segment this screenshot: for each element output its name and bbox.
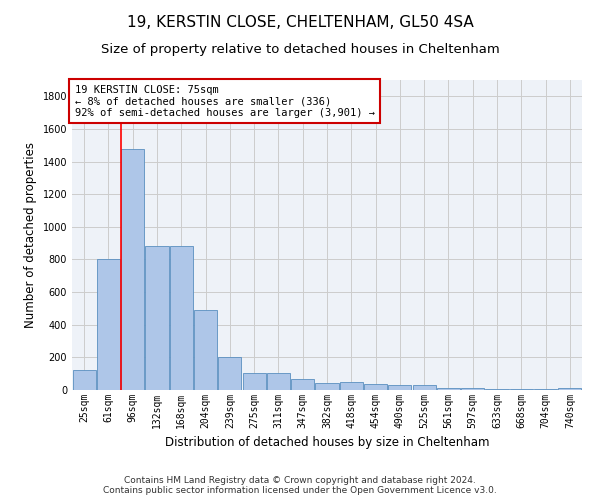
Bar [194,310,217,390]
Bar [413,386,436,390]
Bar [316,382,338,390]
Bar [145,246,169,390]
Text: Size of property relative to detached houses in Cheltenham: Size of property relative to detached ho… [101,42,499,56]
Bar [73,370,95,390]
Bar [340,382,363,390]
Bar [97,260,120,390]
Bar [559,388,581,390]
Bar [510,388,533,390]
Bar [461,388,484,390]
Bar [388,385,412,390]
Text: 19 KERSTIN CLOSE: 75sqm
← 8% of detached houses are smaller (336)
92% of semi-de: 19 KERSTIN CLOSE: 75sqm ← 8% of detached… [74,84,374,118]
Bar [121,148,144,390]
Bar [170,246,193,390]
Bar [437,388,460,390]
Bar [218,356,241,390]
Bar [291,380,314,390]
Bar [485,388,509,390]
Y-axis label: Number of detached properties: Number of detached properties [24,142,37,328]
Bar [267,373,290,390]
Text: 19, KERSTIN CLOSE, CHELTENHAM, GL50 4SA: 19, KERSTIN CLOSE, CHELTENHAM, GL50 4SA [127,15,473,30]
Bar [364,384,387,390]
Bar [242,373,266,390]
X-axis label: Distribution of detached houses by size in Cheltenham: Distribution of detached houses by size … [165,436,489,450]
Bar [534,388,557,390]
Text: Contains HM Land Registry data © Crown copyright and database right 2024.
Contai: Contains HM Land Registry data © Crown c… [103,476,497,495]
